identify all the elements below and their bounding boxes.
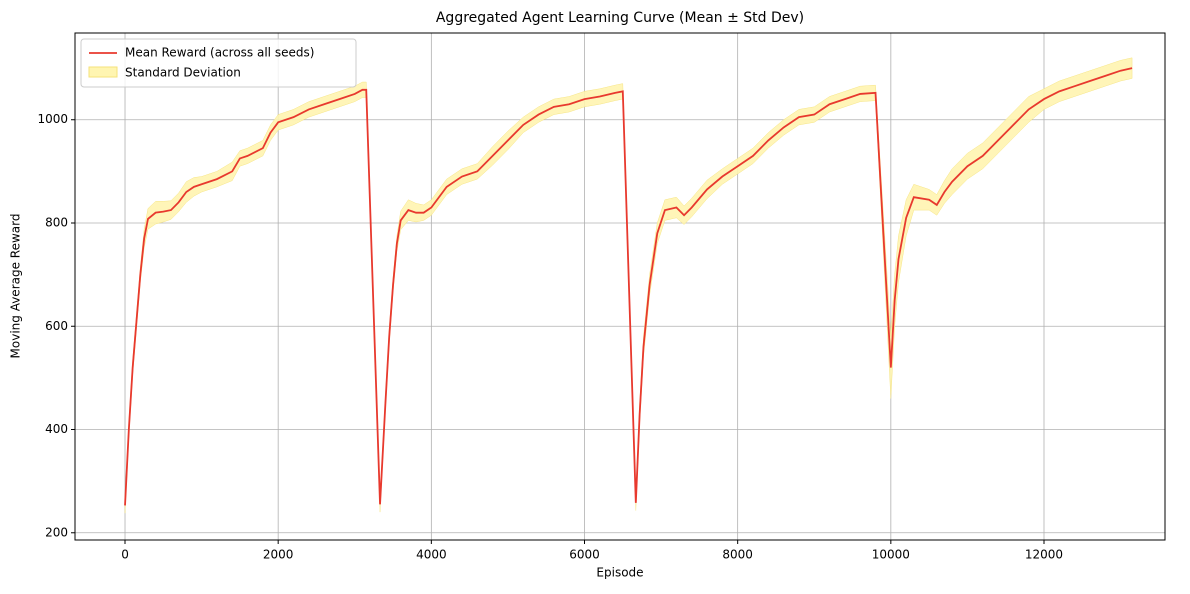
x-tick-label: 12000 bbox=[1025, 548, 1063, 562]
y-tick-label: 1000 bbox=[37, 112, 68, 126]
x-tick-label: 8000 bbox=[722, 548, 753, 562]
y-tick-label: 400 bbox=[45, 422, 68, 436]
y-tick-label: 800 bbox=[45, 215, 68, 229]
chart-title: Aggregated Agent Learning Curve (Mean ± … bbox=[436, 10, 804, 26]
y-tick-label: 600 bbox=[45, 319, 68, 333]
mean-line bbox=[124, 67, 1133, 506]
legend-box bbox=[80, 38, 357, 88]
x-axis-label: Episode bbox=[596, 566, 643, 580]
y-tick-label: 200 bbox=[45, 525, 68, 539]
y-axis-label: Moving Average Reward bbox=[9, 214, 23, 359]
x-tick-label: 10000 bbox=[872, 548, 910, 562]
legend-label: Standard Deviation bbox=[125, 66, 241, 80]
legend-swatch bbox=[88, 66, 118, 78]
x-tick-label: 0 bbox=[121, 548, 129, 562]
x-tick-label: 2000 bbox=[263, 548, 294, 562]
plot-frame bbox=[74, 32, 1166, 541]
x-tick-label: 4000 bbox=[416, 548, 447, 562]
legend-label: Mean Reward (across all seeds) bbox=[125, 46, 314, 60]
x-tick-label: 6000 bbox=[569, 548, 600, 562]
